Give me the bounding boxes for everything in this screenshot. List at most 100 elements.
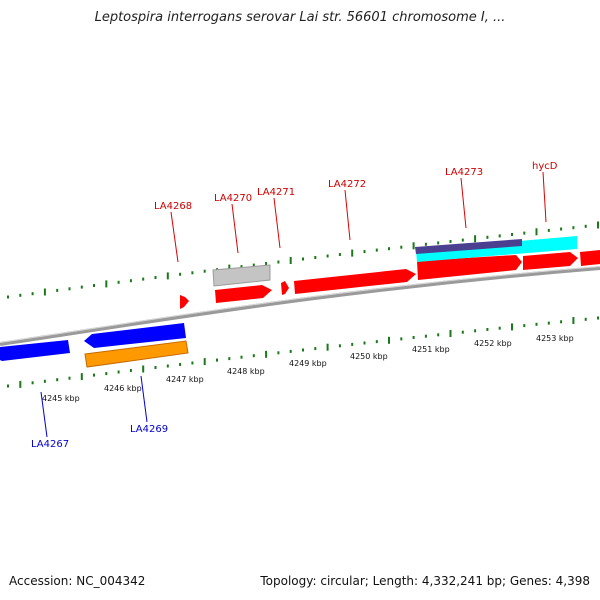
outer-tick-mark [412,242,415,250]
gene-label-la4273[interactable]: LA4273 [445,167,483,178]
pseudo-gene-la4270[interactable] [212,264,271,287]
outer-tick-mark [597,221,599,229]
map-title: Leptospira interrogans serovar Lai str. … [94,10,506,25]
outer-tick-mark [375,248,378,252]
inner-tick-mark [166,364,169,368]
gene-label-la4270[interactable]: LA4270 [214,193,252,204]
cds-la4269-region[interactable] [84,340,189,368]
outer-tick-mark [80,285,83,289]
inner-tick-mark [338,344,341,348]
outer-tick-mark [142,277,145,281]
inner-tick-mark [265,350,268,358]
outer-tick-mark [93,284,95,287]
inner-tick-mark [203,358,206,366]
outer-tick-mark [498,234,501,238]
inner-tick-mark [117,370,120,374]
gene-arrow-la4270[interactable] [215,285,272,303]
inner-tick-mark [388,336,390,344]
inner-tick-mark [314,347,317,351]
inner-tick-mark [400,337,403,341]
outer-tick-mark [240,265,243,269]
gene-label-la4271[interactable]: LA4271 [257,187,295,198]
leader-la4272 [344,189,351,241]
inner-tick-mark [289,349,292,353]
inner-tick-mark [277,351,280,355]
genome-summary-text: Topology: circular; Length: 4,332,241 bp… [260,574,590,588]
outer-tick-mark [338,253,341,256]
outer-tick-mark [19,293,22,297]
outer-tick-mark [584,224,587,228]
gene-arrow-hycd[interactable] [523,252,578,270]
tick-label-4246: 4246 kbp [104,384,142,393]
inner-tick-mark [597,316,599,320]
gene-label-la4268[interactable]: LA4268 [154,201,192,212]
outer-tick-mark [388,247,390,251]
outer-tick-mark [56,288,59,292]
gene-arrow-la4273[interactable] [417,255,522,280]
gene-arrow-la4268[interactable] [180,295,189,309]
inner-tick-mark [351,342,354,346]
outer-tick-mark [572,226,575,230]
feature-la4273-region[interactable] [415,239,522,254]
outer-tick-track [7,221,599,299]
gene-arrow-la4267[interactable] [0,340,70,361]
outer-tick-mark [179,272,182,276]
cds-hycd-region[interactable] [416,236,577,262]
tick-label-4248: 4248 kbp [227,367,265,376]
inner-tick-mark [511,323,513,331]
inner-tick-mark [437,333,440,337]
gene-label-la4272[interactable]: LA4272 [328,179,366,190]
outer-tick-mark [265,262,268,265]
inner-tick-mark [412,336,415,339]
leader-la4268 [170,211,179,263]
outer-tick-mark [203,269,206,273]
outer-tick-mark [43,288,46,296]
gene-label-la4269[interactable]: LA4269 [130,424,168,435]
inner-tick-mark [7,384,9,388]
outer-tick-mark [277,260,280,264]
gene-arrow-la4269[interactable] [84,323,186,348]
inner-tick-mark [474,329,477,333]
leader-la4273 [460,177,467,229]
gene-label-la4267[interactable]: LA4267 [31,439,69,450]
tick-label-4250: 4250 kbp [350,352,388,361]
outer-tick-mark [461,238,464,242]
tick-label-4251: 4251 kbp [412,345,450,354]
outer-tick-mark [191,271,194,275]
inner-tick-mark [535,322,538,326]
outer-tick-mark [314,256,317,259]
inner-tick-mark [216,358,218,362]
outer-tick-mark [437,241,440,245]
inner-tick-mark [19,380,22,388]
outer-tick-mark [523,231,526,235]
gene-arrow-la4272[interactable] [294,269,416,294]
inner-tick-mark [43,379,46,383]
inner-tick-mark [191,361,194,365]
inner-tick-mark [560,320,563,324]
chromosome-backbone-highlight [0,266,600,343]
inner-tick-mark [498,326,501,330]
inner-tick-mark [461,330,464,334]
gene-arrow-la4271[interactable] [281,281,289,295]
outer-tick-mark [351,249,354,257]
outer-tick-mark [363,250,366,254]
inner-tick-mark [179,363,182,366]
gene-label-hycd[interactable]: hycD [532,161,558,172]
outer-tick-mark [474,235,477,243]
inner-tick-mark [31,381,34,385]
inner-tick-mark [363,341,366,345]
inner-tick-mark [240,355,243,359]
outer-tick-mark [486,235,489,239]
inner-tick-mark [228,357,231,361]
inner-tick-mark [68,376,71,380]
minus-gene-labels: LA4267 LA4269 [31,424,168,450]
inner-tick-mark [584,317,587,321]
outer-tick-mark [68,287,71,291]
leader-la4267 [40,391,48,438]
tick-label-4245: 4245 kbp [42,394,80,403]
accession-text: Accession: NC_004342 [9,574,146,588]
inner-tick-mark [129,369,132,372]
outer-tick-mark [449,240,452,243]
gene-arrow-next[interactable] [580,250,600,266]
